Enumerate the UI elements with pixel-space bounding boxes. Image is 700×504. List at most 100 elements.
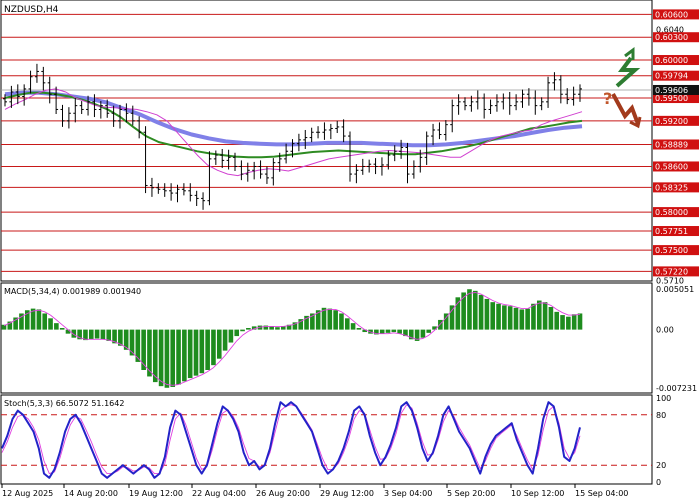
macd-bar	[449, 305, 455, 330]
macd-bar	[478, 294, 484, 330]
macd-bar	[391, 329, 397, 333]
macd-bar	[362, 329, 368, 333]
macd-bar	[455, 297, 461, 330]
stoch-tick-label: 20	[656, 461, 666, 470]
macd-bar	[310, 313, 315, 330]
macd-bar	[379, 329, 385, 334]
bearish-arrowhead-icon	[629, 116, 642, 129]
macd-bar	[356, 328, 362, 330]
time-tick-label: 26 Aug 20:00	[256, 489, 310, 498]
macd-bar	[83, 329, 88, 341]
level-label: 0.58000	[655, 208, 688, 217]
macd-bar	[269, 326, 274, 330]
level-label-box	[653, 32, 699, 43]
macd-bar	[118, 329, 123, 346]
level-label: 0.57751	[655, 227, 688, 236]
macd-bar	[48, 318, 53, 330]
time-tick-label: 12 Aug 2025	[2, 489, 53, 498]
macd-bar	[496, 303, 501, 330]
macd-bar	[542, 302, 548, 330]
macd-bar	[54, 323, 59, 330]
macd-tick-label: 0.00	[656, 326, 674, 335]
macd-bar	[280, 326, 286, 330]
macd-tick-label: -0.007231	[656, 384, 697, 393]
level-label-box	[653, 115, 699, 126]
macd-bar	[129, 329, 135, 356]
macd-bar	[94, 329, 100, 339]
macd-bar	[438, 319, 443, 330]
macd-bar	[275, 327, 280, 330]
macd-bar	[566, 316, 571, 330]
macd-bar	[467, 289, 472, 330]
macd-bar	[216, 329, 222, 359]
macd-bar	[507, 306, 513, 330]
macd-bar	[65, 329, 71, 334]
macd-bar	[141, 329, 146, 370]
macd-bar	[548, 307, 554, 330]
macd-bar	[350, 323, 356, 330]
level-label: 0.60300	[655, 33, 688, 42]
macd-bar	[71, 329, 77, 338]
level-label-box	[653, 9, 699, 20]
macd-bar	[577, 313, 583, 330]
level-label-box	[653, 182, 699, 193]
macd-bar	[571, 314, 577, 330]
macd-bar	[397, 329, 402, 334]
macd-bar	[536, 300, 542, 330]
macd-bar	[123, 329, 129, 350]
macd-bar	[36, 309, 42, 330]
time-tick-label: 14 Aug 20:00	[64, 489, 118, 498]
level-label: 0.57500	[655, 246, 688, 255]
macd-bar	[513, 307, 519, 330]
macd-bar	[408, 329, 414, 340]
price-chart-title: NZDUSD,H4	[4, 5, 59, 15]
level-label: 0.58600	[655, 162, 688, 171]
macd-bar	[531, 303, 536, 330]
macd-bar	[286, 324, 292, 330]
macd-bar	[199, 329, 205, 374]
macd-bar	[490, 302, 496, 330]
time-tick-label: 22 Aug 04:00	[192, 489, 246, 498]
macd-bar	[240, 329, 245, 332]
macd-bar	[152, 329, 158, 383]
panel-frame-2	[0, 394, 653, 485]
macd-bar	[170, 329, 176, 387]
macd-bar	[420, 329, 426, 338]
time-tick-label: 29 Aug 12:00	[320, 489, 374, 498]
macd-bar	[339, 313, 344, 330]
current-price-box	[653, 84, 699, 95]
macd-bar	[246, 328, 251, 330]
level-label-box	[653, 93, 699, 104]
macd-bar	[461, 292, 466, 330]
level-label-box	[653, 266, 699, 277]
level-label: 0.58325	[655, 183, 688, 192]
macd-tick-label: 0.005051	[656, 285, 694, 294]
macd-bar	[77, 329, 82, 340]
macd-bar	[112, 329, 117, 344]
level-label-box	[653, 226, 699, 237]
macd-bar	[432, 326, 437, 330]
macd-bar	[344, 318, 350, 330]
macd-bar	[158, 329, 164, 387]
macd-bar	[385, 329, 391, 333]
macd-bar	[147, 329, 152, 377]
macd-bar	[193, 329, 199, 376]
macd-bar	[106, 329, 112, 341]
time-tick-label: 19 Aug 12:00	[129, 489, 183, 498]
level-label: 0.59500	[655, 94, 688, 103]
macd-bar	[211, 329, 216, 366]
level-label: 0.59794	[655, 72, 688, 81]
macd-bar	[88, 329, 94, 340]
macd-title: MACD(5,34,4) 0.001989 0.001940	[4, 287, 141, 296]
macd-bar	[1, 324, 7, 330]
stoch-tick-label: 0	[656, 478, 661, 487]
macd-bar	[472, 290, 478, 330]
macd-bar	[519, 309, 525, 330]
macd-bar	[7, 321, 13, 330]
macd-bar	[304, 315, 309, 330]
bullish-arrowhead-icon	[624, 47, 635, 60]
level-label: 0.60000	[655, 56, 688, 65]
time-tick-label: 10 Sep 12:00	[511, 489, 564, 498]
level-label: 0.59200	[655, 117, 688, 126]
